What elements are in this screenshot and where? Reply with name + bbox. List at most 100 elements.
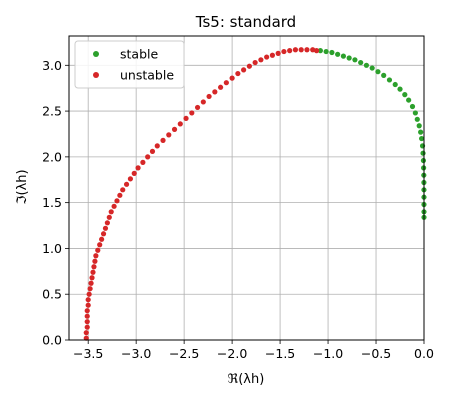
y-tick-label: 0.5 [42,287,62,302]
stable-point [323,48,329,55]
stable-point [420,150,426,156]
unstable-point [127,176,134,182]
unstable-point [83,335,89,341]
unstable-point [89,275,95,281]
unstable-point [241,67,247,73]
x-tick-label: −2.0 [217,346,247,361]
unstable-point [106,214,112,220]
x-tick-label: −1.0 [313,346,343,361]
y-tick-label: 2.5 [42,104,62,119]
unstable-point [131,170,137,176]
unstable-point [229,75,235,81]
y-tick-label: 2.0 [42,149,62,164]
unstable-point [292,47,299,53]
unstable-point [275,50,281,56]
stable-point [352,57,358,63]
stable-point [381,72,387,78]
legend-box [74,40,185,89]
stable-point [317,48,323,54]
unstable-point [87,286,93,292]
unstable-point [183,115,189,122]
stable-point [329,49,335,56]
legend-marker-stable [93,51,99,57]
unstable-point [92,258,98,264]
unstable-point [84,313,90,319]
unstable-point [84,308,90,314]
stable-point [412,110,418,116]
unstable-point [90,269,96,275]
x-axis-label: ℜ(λh) [228,372,265,387]
x-tick-label: −2.5 [169,346,199,361]
stable-point [369,65,375,71]
stable-point [340,53,347,59]
unstable-point [223,80,229,86]
unstable-point [86,291,92,297]
stable-point [414,116,420,122]
unstable-point [149,148,156,154]
unstable-point [85,297,91,303]
x-tick-label: −3.5 [73,346,103,361]
unstable-point [287,48,293,54]
unstable-point [108,209,114,215]
unstable-point [104,220,110,226]
unstable-point [93,253,99,259]
unstable-point [200,99,206,105]
unstable-point [117,192,123,198]
unstable-point [212,89,218,95]
x-tick-label: 0.0 [414,346,434,361]
unstable-point [97,242,103,248]
stable-point [363,62,370,68]
unstable-point [264,54,270,60]
unstable-point [85,302,91,308]
unstable-point [189,110,195,116]
stable-point [406,97,412,103]
unstable-point [111,203,117,209]
unstable-point [102,225,109,231]
stable-point [419,135,425,142]
axis-ticks: −3.5 −3.0 −2.5 −2.0 −1.5 −1.0 −0.5 0.0 0.0 0.5 1.0… [42,58,434,361]
unstable-point [140,159,146,165]
stable-point [375,69,381,75]
unstable-point [171,126,178,132]
unstable-point [246,63,252,69]
unstable-point [84,324,90,330]
unstable-point [166,132,172,138]
y-tick-label: 1.5 [42,195,62,210]
unstable-point [258,57,264,63]
unstable-point [100,231,107,237]
legend-marker-unstable [93,72,99,78]
stable-point [392,81,398,88]
unstable-point [91,264,97,270]
unstable-point [177,121,183,127]
x-tick-label: −3.0 [121,346,151,361]
stable-point [346,55,352,61]
unstable-point [135,165,141,171]
x-tick-label: −1.5 [265,346,295,361]
grid [69,36,425,341]
stable-point [418,129,424,135]
plot-frame [68,35,425,341]
chart-title: Ts5: standard [195,13,296,31]
unstable-point [95,247,101,253]
unstable-point [194,104,201,111]
unstable-point [206,93,212,100]
y-tick-label: 0.0 [42,333,62,348]
unstable-point [145,154,151,160]
stable-point [335,51,341,57]
stable-point [358,59,364,66]
unstable-point [160,137,166,143]
unstable-point [269,52,276,58]
unstable-point [235,70,241,77]
unstable-point [281,48,287,55]
y-tick-label: 1.0 [42,241,62,256]
stable-point [420,157,427,164]
stable-point [409,103,416,110]
unstable-point [83,330,89,336]
stable-point [416,123,422,129]
stable-point [402,92,408,98]
legend: stable unstable [74,40,185,89]
unstable-point [217,84,224,90]
unstable-point [114,198,120,204]
y-tick-label: 3.0 [42,58,62,73]
